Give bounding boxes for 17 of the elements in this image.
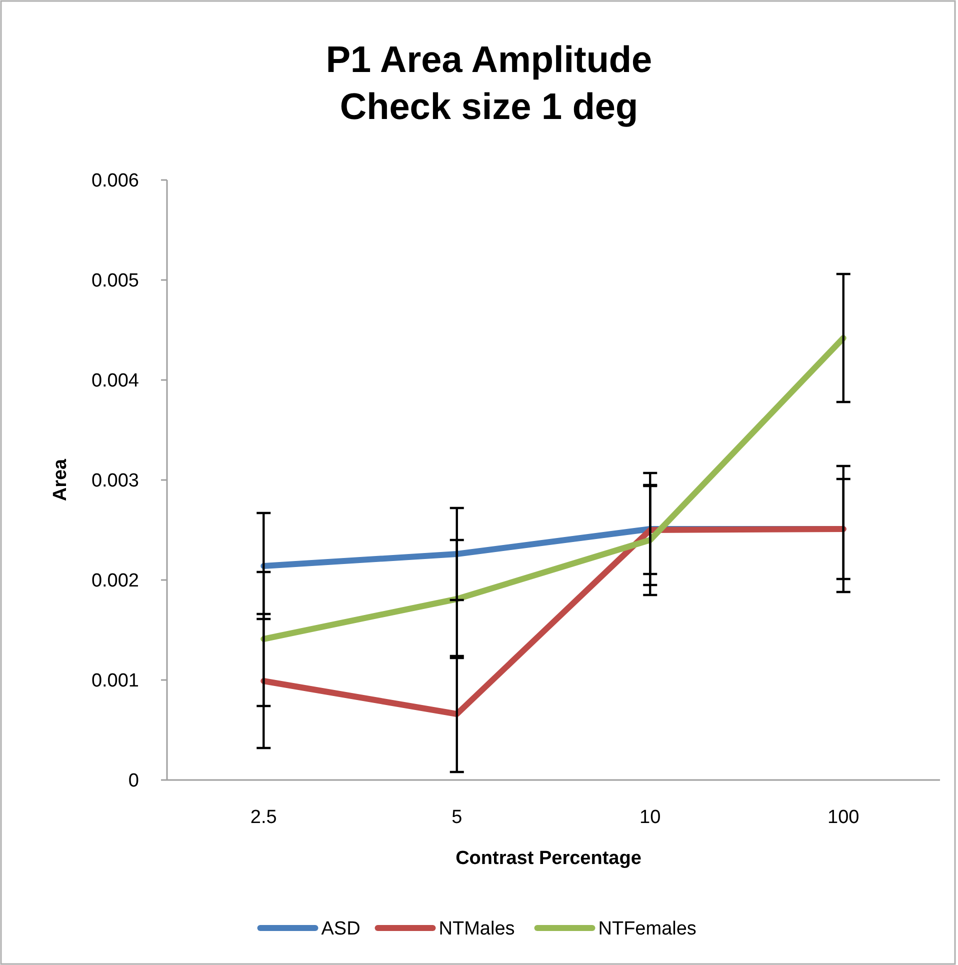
y-axis-title: Area (50, 458, 71, 502)
y-tick-label: 0.005 (91, 270, 139, 292)
x-tick-label: 10 (640, 807, 661, 828)
y-tick-label: 0 (128, 770, 139, 792)
legend-label: NTFemales (598, 918, 696, 940)
y-tick-label: 0.001 (91, 670, 139, 692)
x-tick-label: 100 (828, 807, 860, 828)
y-tick-label: 0.004 (91, 370, 140, 392)
x-tick-label: 5 (452, 807, 462, 828)
y-tick-label: 0.002 (91, 570, 139, 592)
legend-label: NTMales (438, 918, 515, 940)
x-tick-label: 2.5 (250, 807, 277, 828)
y-tick-label: 0.003 (91, 470, 139, 492)
chart-title: P1 Area Amplitude Check size 1 deg (326, 39, 652, 127)
legend-label: ASD (321, 918, 360, 940)
x-axis-title: Contrast Percentage (456, 848, 642, 869)
y-tick-label: 0.006 (91, 170, 139, 192)
